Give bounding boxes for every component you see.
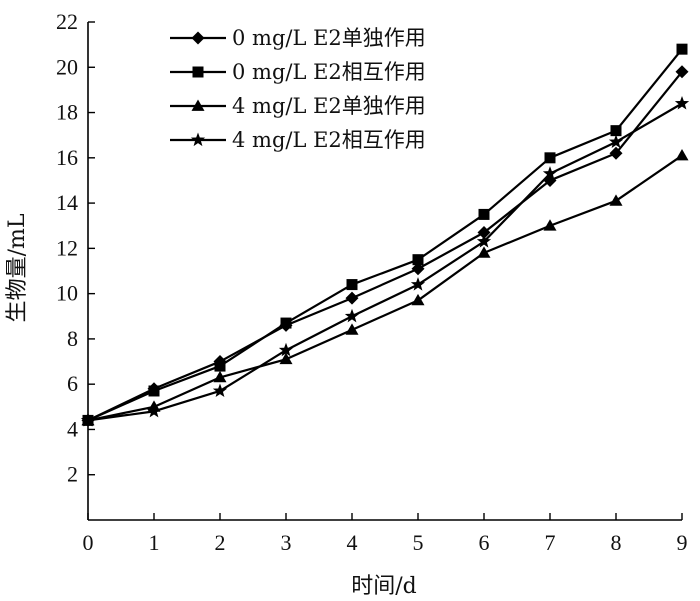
legend-entry-4: 4 mg/L E2相互作用 [170,128,426,152]
legend-marker [190,132,206,147]
series-3-point [411,293,425,306]
legend-marker [192,66,204,78]
series-1-point [477,226,491,240]
x-tick-label: 3 [281,530,292,555]
series-4-point [80,412,96,427]
y-tick-label: 2 [67,462,78,487]
legend-label: 0 mg/L E2单独作用 [232,26,426,50]
series-1-point [675,65,689,79]
x-tick-label: 7 [545,530,556,555]
x-tick-label: 6 [479,530,490,555]
legend-marker [191,99,205,111]
y-tick-label: 16 [56,145,78,170]
legend-label: 4 mg/L E2相互作用 [232,128,426,152]
series-2-point [412,254,424,266]
series-1-point [411,262,425,276]
y-axis-title: 生物量/mL [5,213,30,322]
series-2-point [214,360,226,372]
series-1 [81,65,689,427]
series-2-point [346,279,358,291]
y-tick-label: 10 [56,281,78,306]
series-2-point [610,125,622,137]
series-2 [82,43,688,426]
series-4-point [410,277,426,291]
legend-marker [191,31,205,45]
series-3-line [87,154,683,422]
x-tick-label: 9 [677,530,688,555]
series-3-point [279,352,293,365]
x-tick-label: 5 [413,530,424,555]
series-3-point [213,370,227,383]
series-3-point [675,149,689,161]
series-2-point [676,43,688,55]
series-2-point [280,317,292,329]
x-tick-label: 1 [149,530,160,555]
series-2-point [148,385,160,397]
y-tick-label: 6 [67,371,78,396]
series-4-point [542,166,558,180]
y-tick-label: 8 [67,326,78,351]
y-tick-label: 12 [56,235,78,260]
series-2-line [87,48,683,422]
y-tick-label: 18 [56,100,78,125]
series-1-point [609,146,623,160]
legend-label: 0 mg/L E2相互作用 [232,60,426,84]
series-layer [80,43,690,427]
series-4-point [146,403,162,418]
y-tick-label: 22 [56,9,78,34]
series-3-point [543,219,557,231]
x-axis-title: 时间/d [351,574,417,599]
series-2-point [478,208,490,220]
series-3-point [609,194,623,206]
series-4-line [87,102,683,422]
series-4-point [674,95,690,110]
x-tick-label: 4 [347,530,358,555]
series-1-line [87,71,683,422]
legend: 0 mg/L E2单独作用 0 mg/L E2相互作用 4 mg/L E2单独作用 4… [170,26,426,152]
series-4 [80,95,690,427]
series-4-point [212,383,228,398]
series-4-point [608,134,624,149]
y-tick-label: 14 [56,190,78,215]
legend-entry-3: 4 mg/L E2单独作用 [170,94,426,118]
series-1-point [345,291,359,305]
legend-entry-2: 0 mg/L E2相互作用 [170,60,426,84]
y-tick-label: 4 [67,416,78,441]
legend-entry-1: 0 mg/L E2单独作用 [170,26,426,50]
y-tick-label: 20 [56,54,78,79]
series-4-point [278,342,294,357]
series-4-point [344,308,360,323]
series-2-point [544,152,556,164]
legend-label: 4 mg/L E2单独作用 [232,94,426,118]
x-tick-label: 0 [83,530,94,555]
series-3-point [477,246,491,258]
series-4-point [476,234,492,248]
series-3-point [345,323,359,335]
x-tick-label: 2 [215,530,226,555]
x-tick-label: 8 [611,530,622,555]
